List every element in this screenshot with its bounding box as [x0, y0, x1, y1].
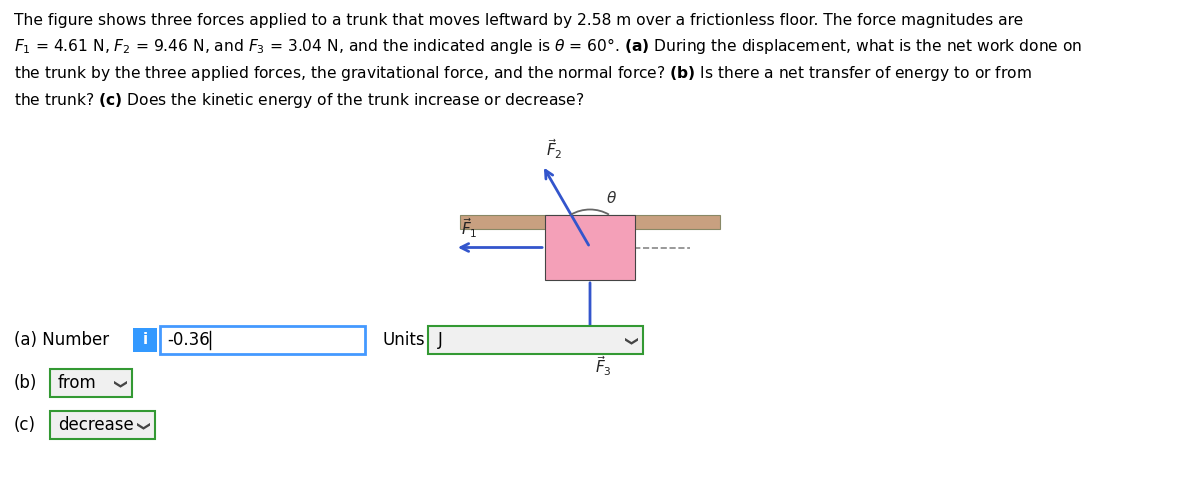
- Text: Units: Units: [382, 331, 425, 349]
- Text: i: i: [143, 332, 148, 347]
- Text: (a) Number: (a) Number: [14, 331, 109, 349]
- Text: $\vec{F}_1$: $\vec{F}_1$: [461, 217, 478, 241]
- Bar: [133, 328, 157, 352]
- Text: ❯: ❯: [112, 379, 125, 389]
- Text: decrease: decrease: [58, 416, 133, 434]
- Text: J: J: [438, 331, 443, 349]
- Bar: [545, 215, 635, 280]
- Text: $\vec{F}_2$: $\vec{F}_2$: [546, 138, 562, 161]
- Bar: [460, 215, 720, 229]
- Text: $\vec{F}_3$: $\vec{F}_3$: [595, 354, 612, 378]
- Text: -0.36: -0.36: [167, 331, 210, 349]
- Text: (b): (b): [14, 374, 37, 392]
- Bar: [160, 326, 365, 354]
- Text: from: from: [58, 374, 97, 392]
- Bar: [428, 326, 643, 354]
- Bar: [50, 369, 132, 397]
- Text: ❯: ❯: [623, 336, 636, 346]
- Bar: [50, 411, 155, 439]
- Text: ❯: ❯: [134, 421, 148, 431]
- Text: The figure shows three forces applied to a trunk that moves leftward by 2.58 m o: The figure shows three forces applied to…: [14, 13, 1082, 110]
- Text: (c): (c): [14, 416, 36, 434]
- Text: $\theta$: $\theta$: [606, 190, 618, 206]
